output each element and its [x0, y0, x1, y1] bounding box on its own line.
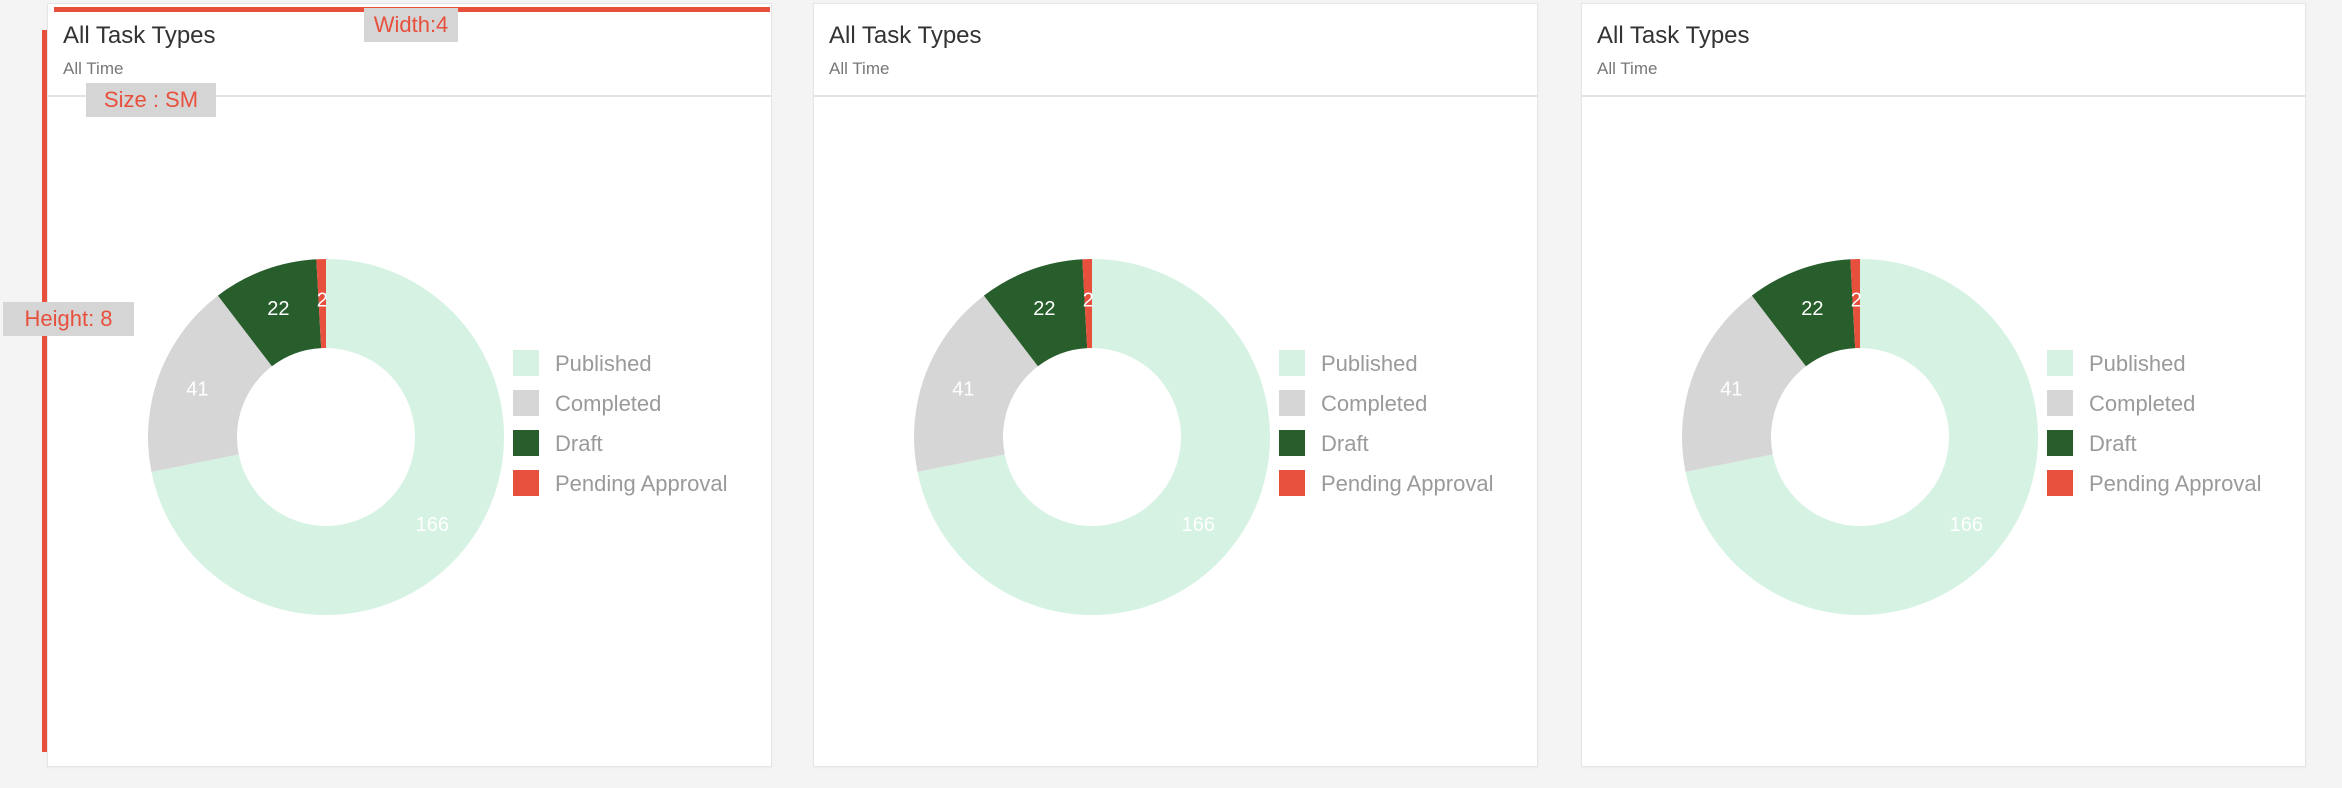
- legend-swatch-completed: [1279, 390, 1305, 416]
- card-header: All Task Types All Time: [48, 4, 771, 97]
- legend-swatch-completed: [2047, 390, 2073, 416]
- legend-swatch-published: [513, 350, 539, 376]
- height-indicator-line: [42, 30, 47, 752]
- legend-label-draft[interactable]: Draft: [1321, 431, 1369, 456]
- legend-label-completed[interactable]: Completed: [2089, 391, 2195, 416]
- slice-label-completed: 41: [186, 379, 208, 401]
- card-header: All Task Types All Time: [1582, 4, 2305, 97]
- legend-label-pending-approval[interactable]: Pending Approval: [1321, 471, 1493, 496]
- slice-draft[interactable]: [983, 259, 1088, 367]
- height-annotation-label: Height: 8: [3, 302, 134, 336]
- legend-swatch-draft: [513, 430, 539, 456]
- card-title: All Task Types: [63, 22, 216, 49]
- legend-swatch-pending-approval: [2047, 470, 2073, 496]
- chart-card-3: All Task Types All Time 166 41 22 2 Publishe…: [1581, 3, 2306, 767]
- legend-label-published[interactable]: Published: [1321, 351, 1418, 376]
- slice-label-published: 166: [1950, 514, 1983, 536]
- legend-swatch-published: [1279, 350, 1305, 376]
- slice-label-pending-approval: 2: [1083, 290, 1094, 312]
- slice-completed[interactable]: [1682, 295, 1806, 472]
- slice-published[interactable]: [151, 259, 504, 615]
- slice-label-pending-approval: 2: [1851, 290, 1862, 312]
- slice-label-pending-approval: 2: [317, 290, 328, 312]
- legend-swatch-draft: [2047, 430, 2073, 456]
- card-subtitle: All Time: [1597, 59, 1658, 78]
- slice-pending-approval[interactable]: [316, 259, 326, 349]
- chart-card-1: All Task Types All Time 166 41 22 2 Publishe…: [47, 3, 772, 767]
- card-subtitle: All Time: [63, 59, 124, 78]
- legend-swatch-draft: [1279, 430, 1305, 456]
- width-annotation-label: Width:4: [364, 8, 458, 42]
- legend-swatch-pending-approval: [1279, 470, 1305, 496]
- slice-label-published: 166: [416, 514, 449, 536]
- legend-label-completed[interactable]: Completed: [1321, 391, 1427, 416]
- card-title: All Task Types: [829, 22, 982, 49]
- slice-draft[interactable]: [217, 259, 322, 367]
- legend-label-draft[interactable]: Draft: [555, 431, 603, 456]
- slice-pending-approval[interactable]: [1082, 259, 1092, 349]
- card-header: All Task Types All Time: [814, 4, 1537, 97]
- legend-swatch-completed: [513, 390, 539, 416]
- legend-label-completed[interactable]: Completed: [555, 391, 661, 416]
- chart-card-2: All Task Types All Time 166 41 22 2 Publishe…: [813, 3, 1538, 767]
- slice-label-completed: 41: [952, 379, 974, 401]
- slice-completed[interactable]: [148, 295, 272, 472]
- slice-pending-approval[interactable]: [1850, 259, 1860, 349]
- legend-label-published[interactable]: Published: [2089, 351, 2186, 376]
- slice-label-completed: 41: [1720, 379, 1742, 401]
- legend-label-pending-approval[interactable]: Pending Approval: [555, 471, 727, 496]
- slice-completed[interactable]: [914, 295, 1038, 472]
- card-title: All Task Types: [1597, 22, 1750, 49]
- legend-swatch-published: [2047, 350, 2073, 376]
- legend-label-pending-approval[interactable]: Pending Approval: [2089, 471, 2261, 496]
- legend-label-published[interactable]: Published: [555, 351, 652, 376]
- slice-label-draft: 22: [1033, 298, 1055, 320]
- size-annotation-label: Size : SM: [86, 83, 216, 117]
- legend-label-draft[interactable]: Draft: [2089, 431, 2137, 456]
- legend-swatch-pending-approval: [513, 470, 539, 496]
- slice-published[interactable]: [1685, 259, 2038, 615]
- card-subtitle: All Time: [829, 59, 890, 78]
- slice-label-published: 166: [1182, 514, 1215, 536]
- slice-published[interactable]: [917, 259, 1270, 615]
- slice-label-draft: 22: [267, 298, 289, 320]
- slice-label-draft: 22: [1801, 298, 1823, 320]
- slice-draft[interactable]: [1751, 259, 1856, 367]
